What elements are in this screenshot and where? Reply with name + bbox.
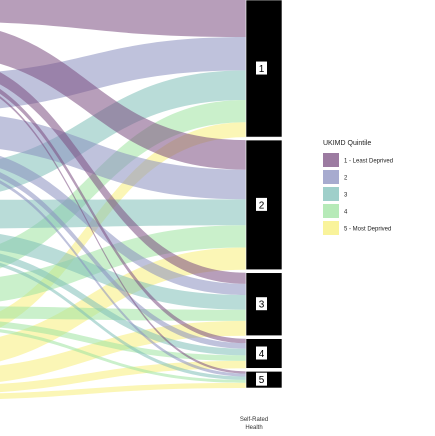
flow-band — [0, 180, 246, 377]
legend-label: 5 - Most Deprived — [344, 227, 391, 233]
legend-swatch — [323, 153, 339, 167]
stratum-label-box — [256, 61, 267, 75]
flow-band — [0, 382, 246, 400]
legend-swatch — [323, 221, 339, 235]
stratum-label-box — [256, 197, 267, 211]
flow-band — [0, 253, 246, 356]
legend-title: UKIMD Quintile — [323, 140, 371, 147]
flow-band — [0, 0, 246, 38]
stratum-label: 3 — [259, 300, 265, 311]
stratum-label: 5 — [259, 375, 265, 386]
flow-band — [0, 234, 246, 310]
flow-band — [0, 31, 246, 170]
strata-layer: 1 2 3 4 5 — [245, 0, 283, 389]
flow-band — [0, 156, 246, 295]
axis-title-line-2: Health — [245, 425, 262, 431]
flow-band — [0, 321, 246, 361]
flow-band — [0, 329, 246, 383]
legend-label: 2 — [344, 176, 348, 182]
flow-band — [0, 72, 246, 284]
legend: UKIMD Quintile 1 - Least Deprived 2 3 4 5 - … — [323, 140, 393, 235]
stratum-label-box — [256, 372, 267, 386]
legend-label: 1 - Least Deprived — [344, 159, 393, 165]
flow-band — [0, 262, 246, 380]
legend-label: 3 — [344, 193, 348, 199]
stratum-label: 2 — [259, 200, 265, 211]
flow-layer — [0, 0, 246, 400]
stratum-label-box — [256, 346, 267, 360]
legend-swatch — [323, 204, 339, 218]
flow-band — [0, 172, 246, 349]
flow-band — [0, 89, 246, 344]
stratum-label-box — [256, 297, 267, 311]
axis-title-line-1: Self-Rated — [240, 417, 268, 423]
stratum-label: 4 — [259, 349, 265, 360]
legend-swatch — [323, 170, 339, 184]
stratum-label: 1 — [259, 64, 265, 75]
flow-band — [0, 360, 246, 393]
legend-swatch — [323, 187, 339, 201]
legend-label: 4 — [344, 210, 348, 216]
